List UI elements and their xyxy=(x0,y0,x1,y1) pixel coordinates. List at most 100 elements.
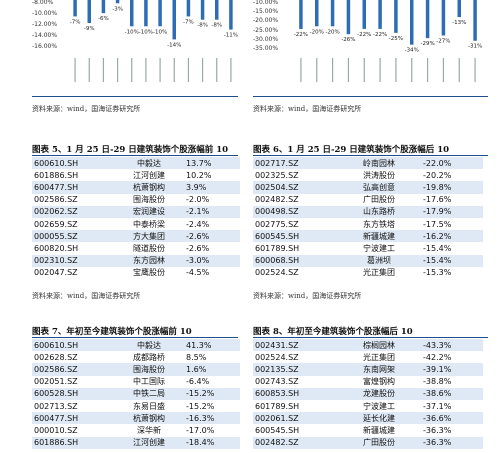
y-tick-label: -10.00% xyxy=(32,10,58,17)
stock-code: 002482.SZ xyxy=(253,436,337,449)
category-label-mark xyxy=(474,58,476,82)
stock-code: 002628.SZ xyxy=(32,351,114,364)
stock-code: 601886.SH xyxy=(32,169,114,182)
table-row: 002325.SZ 洪涛股份 -20.2% xyxy=(253,169,483,182)
stock-name: 棕榈园林 xyxy=(337,339,421,352)
change-pct: -2.6% xyxy=(184,242,240,255)
change-pct: -43.3% xyxy=(421,339,483,352)
divider xyxy=(253,155,488,156)
chart-right-plot: -22% -20% -20%-26%-22% -22%-25%-34%-29% -27%… xyxy=(294,0,482,82)
table-row: 002717.SZ 岭南园林 -22.0% xyxy=(253,157,483,170)
change-pct: -38.8% xyxy=(421,375,483,388)
stock-code: 600610.SH xyxy=(32,157,114,170)
change-pct: -15.3% xyxy=(421,266,483,279)
bar xyxy=(130,0,134,27)
bar xyxy=(441,0,446,36)
change-pct: 3.9% xyxy=(184,181,240,194)
table-row: 601789.SH 宁波建工 -37.1% xyxy=(253,399,483,413)
bar xyxy=(115,0,120,4)
stock-name: 深华新 xyxy=(114,424,184,437)
stock-name: 弘高创意 xyxy=(337,181,421,194)
bar xyxy=(215,0,219,20)
data-label: -26% xyxy=(341,37,355,43)
change-pct: -17.5% xyxy=(421,217,483,231)
stock-name: 富煌钢构 xyxy=(337,375,421,388)
table-row: 002659.SZ 中泰桥梁 -2.4% xyxy=(32,217,240,231)
stock-code: 601789.SH xyxy=(253,399,337,413)
change-pct: -22.0% xyxy=(421,157,483,170)
stock-name: 广田股份 xyxy=(337,436,421,449)
stock-code: 600477.SH xyxy=(32,181,114,194)
stock-name: 山东路桥 xyxy=(337,205,421,218)
stock-code: 002717.SZ xyxy=(253,157,337,170)
stock-code: 002586.SZ xyxy=(32,193,114,206)
y-tick-label: -30.00% xyxy=(253,36,279,43)
category-label-mark xyxy=(201,58,204,82)
data-label: -9% xyxy=(84,26,95,32)
stock-code: 002135.SZ xyxy=(253,363,337,376)
category-label-mark xyxy=(395,58,397,82)
data-label: -22% xyxy=(294,32,308,38)
stock-name: 中工国际 xyxy=(114,375,184,388)
table-row: 600820.SH 隧道股份 -2.6% xyxy=(32,242,240,255)
stock-name: 中毅达 xyxy=(114,157,184,170)
change-pct: -17.0% xyxy=(184,424,240,437)
stock-name: 宝鹰股份 xyxy=(114,266,184,279)
divider xyxy=(32,155,238,156)
change-pct: -4.5% xyxy=(184,266,240,279)
stock-name: 延长化建 xyxy=(337,412,421,425)
stock-code: 002482.SZ xyxy=(253,193,337,206)
stock-code: 002310.SZ xyxy=(32,254,114,267)
table-row: 002775.SZ 东方铁塔 -17.5% xyxy=(253,217,483,231)
divider xyxy=(32,96,238,97)
change-pct: -2.1% xyxy=(184,205,240,218)
change-pct: -3.0% xyxy=(184,254,240,267)
category-label-mark xyxy=(300,58,302,82)
bar xyxy=(378,0,382,29)
stock-name: 中铁二局 xyxy=(114,387,184,400)
stock-name: 围海股份 xyxy=(114,363,184,376)
bar xyxy=(172,0,176,40)
stock-code: 002586.SZ xyxy=(32,363,114,376)
stock-name: 光正集团 xyxy=(337,351,421,364)
change-pct: -36.3% xyxy=(421,424,483,437)
stock-name: 新疆城建 xyxy=(337,424,421,437)
bar xyxy=(473,0,477,41)
table5-title: 图表 5、1 月 25 日-29 日建筑装饰个股涨幅前 10 xyxy=(32,145,229,155)
category-label-mark xyxy=(363,58,365,82)
stock-name: 岭南园林 xyxy=(337,157,421,170)
category-label-mark xyxy=(187,58,190,82)
data-label: -10% xyxy=(139,29,153,35)
bar xyxy=(299,0,303,29)
y-tick-label: -14.00% xyxy=(32,32,58,39)
divider xyxy=(253,96,488,97)
data-label: -10% xyxy=(125,29,139,35)
table-row: 600068.SH 葛洲坝 -15.4% xyxy=(253,254,483,267)
change-pct: -15.4% xyxy=(421,242,483,255)
stock-name: 杭萧钢构 xyxy=(114,412,184,425)
y-tick-label: -10.00% xyxy=(253,0,279,6)
stock-name: 隧道股份 xyxy=(114,242,184,255)
data-label: -8% xyxy=(211,23,222,29)
change-pct: -15.2% xyxy=(184,387,240,400)
category-label-mark xyxy=(347,58,350,82)
stock-code: 002047.SZ xyxy=(32,266,114,279)
change-pct: -2.0% xyxy=(184,193,240,206)
stock-code: 600545.SH xyxy=(253,230,337,243)
data-label: -3% xyxy=(112,6,123,12)
stock-code: 002775.SZ xyxy=(253,217,337,231)
change-pct: -6.4% xyxy=(184,375,240,388)
y-tick-label: -16.00% xyxy=(32,43,58,50)
stock-code: 600820.SH xyxy=(32,242,114,255)
data-label: -25% xyxy=(389,36,403,42)
category-label-mark xyxy=(426,58,429,82)
data-label: -29% xyxy=(420,41,434,47)
stock-name: 围海股份 xyxy=(114,193,184,206)
change-pct: 41.3% xyxy=(184,339,240,352)
stock-code: 600853.SH xyxy=(253,387,337,400)
data-label: -11% xyxy=(224,33,238,39)
bar xyxy=(87,0,91,23)
stock-code: 002713.SZ xyxy=(32,399,114,413)
y-tick-label: -20.00% xyxy=(253,17,279,24)
stock-name: 葛洲坝 xyxy=(337,254,421,267)
